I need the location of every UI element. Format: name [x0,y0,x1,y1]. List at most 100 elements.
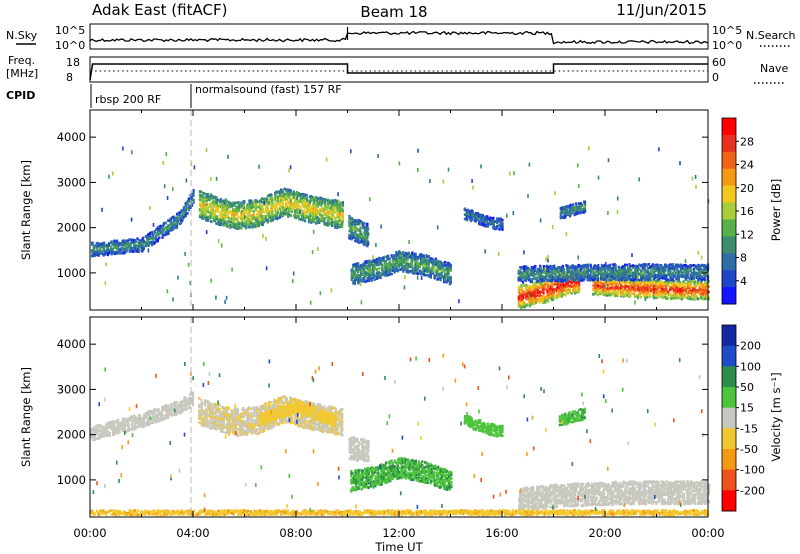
echo-cell [208,204,211,208]
echo-cell [572,288,575,292]
echo-cell [221,200,224,203]
echo-cell [289,209,292,212]
echo-cell [368,265,371,268]
echo-cell [530,266,533,269]
echo-cell [694,289,697,292]
echo-cell [312,220,315,223]
echo-cell [266,218,269,222]
echo-cell [227,221,230,224]
echo-cell [261,223,264,226]
echo-cell [280,198,283,202]
echo-cell [378,262,381,266]
echo-cell [640,286,644,290]
echo-cell [341,219,344,223]
echo-cell [637,286,640,290]
echo-cell [316,212,320,215]
echo-cell [440,270,443,273]
echo-cell [205,193,208,197]
echo-cell [226,220,229,224]
echo-cell [682,292,685,296]
echo-cell [686,280,689,283]
echo-cell [418,261,421,265]
echo-cell [226,225,229,228]
echo-cell [310,205,313,209]
echo-cell [602,273,605,277]
echo-cell [579,275,582,279]
echo-cell [223,220,226,223]
echo-cell [291,205,294,208]
echo-cell [414,266,417,270]
echo-cell [567,266,571,269]
echo-cell [255,209,258,212]
echo-cell [427,261,431,264]
echo-cell [562,283,565,287]
echo-cell [586,273,590,276]
echo-cell [528,268,531,271]
echo-cell [600,277,603,281]
echo-cell [620,274,624,278]
echo-cell [602,288,605,292]
echo-cell [281,203,284,207]
echo-cell [251,214,254,217]
echo-cell [367,270,370,273]
echo-cell [275,213,279,216]
echo-cell [338,210,342,213]
echo-cell [275,217,279,221]
echo-cell [213,219,216,223]
echo-cell [248,219,252,223]
echo-cell [233,225,236,229]
echo-cell [267,201,271,204]
echo-cell [416,258,419,261]
echo-cell [429,260,432,263]
echo-cell [592,292,595,296]
echo-cell [552,296,555,300]
echo-cell [702,298,705,301]
echo-cell [247,205,250,209]
echo-cell [206,198,209,201]
echo-cell [533,288,536,291]
echo-cell [596,282,599,286]
echo-cell [243,221,246,225]
echo-cell [540,290,543,294]
echo-cell [543,281,546,284]
echo-cell [525,297,528,300]
echo-cell [650,279,653,282]
echo-cell [285,195,288,199]
echo-cell [281,213,284,217]
echo-cell [240,223,243,226]
echo-cell [561,279,565,282]
echo-cell [321,197,324,201]
echo-cell [610,278,613,282]
echo-cell [665,286,668,290]
echo-cell [523,293,526,296]
echo-cell [208,211,211,214]
echo-cell [360,273,363,277]
echo-cell [569,276,572,279]
echo-cell [547,283,550,287]
echo-cell [622,272,625,276]
echo-cell [706,281,709,285]
echo-cell [357,267,360,270]
echo-cell [230,217,234,221]
echo-cell [302,197,305,201]
echo-cell [531,301,534,304]
echo-cell [240,215,243,218]
echo-cell [628,264,632,268]
echo-cell [267,194,271,197]
echo-cell [531,290,534,294]
echo-cell [291,210,294,214]
echo-cell [597,267,600,271]
echo-cell [623,267,627,271]
echo-cell [338,223,342,227]
echo-cell [211,201,214,204]
echo-cell [642,279,645,282]
echo-cell [202,197,206,201]
echo-cell [230,225,234,228]
echo-cell [572,270,575,273]
echo-cell [280,210,283,213]
echo-cell [533,285,536,289]
echo-cell [638,292,641,296]
echo-cell [632,271,635,275]
echo-cell [252,224,255,228]
